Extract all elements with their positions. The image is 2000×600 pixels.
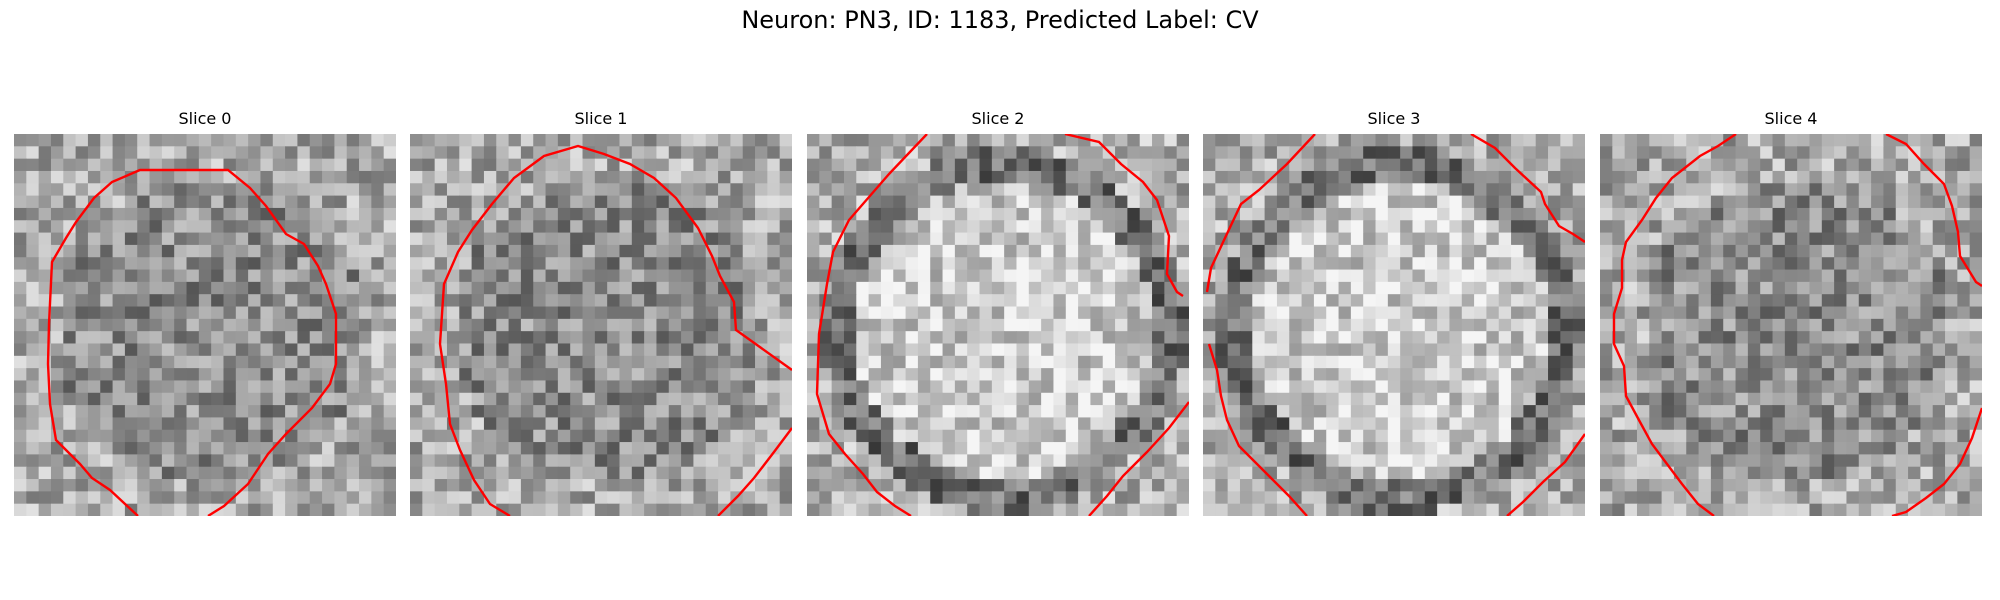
slice-1-canvas xyxy=(410,134,792,516)
slice-4-canvas xyxy=(1600,134,1982,516)
cell-contour-line xyxy=(1885,134,1982,287)
cell-contour-line xyxy=(438,144,792,516)
slice-title-4: Slice 4 xyxy=(1764,109,1818,128)
slice-panel-1: Slice 1 xyxy=(410,108,792,516)
slice-panel-3: Slice 3 xyxy=(1203,108,1585,516)
slice-title-2: Slice 2 xyxy=(971,109,1025,128)
cell-contour-line xyxy=(1612,134,1737,516)
cell-contour-line xyxy=(1205,134,1316,293)
slice-title-0: Slice 0 xyxy=(178,109,232,128)
slice-0-canvas xyxy=(14,134,396,516)
slice-image-2 xyxy=(807,134,1189,516)
slice-image-1 xyxy=(410,134,792,516)
cell-contour-line xyxy=(1064,134,1184,297)
figure-title: Neuron: PN3, ID: 1183, Predicted Label: … xyxy=(741,6,1259,34)
cell-contour-line xyxy=(1088,401,1189,516)
slice-panel-2: Slice 2 xyxy=(807,108,1189,516)
slice-image-3 xyxy=(1203,134,1585,516)
cell-contour-line xyxy=(46,168,338,516)
slice-panel-0: Slice 0 xyxy=(14,108,396,516)
cell-contour-line xyxy=(717,427,792,516)
slice-image-0 xyxy=(14,134,396,516)
slice-2-canvas xyxy=(807,134,1189,516)
slice-title-1: Slice 1 xyxy=(574,109,628,128)
slice-panel-4: Slice 4 xyxy=(1600,108,1982,516)
slice-3-canvas xyxy=(1203,134,1585,516)
cell-contour-line xyxy=(1891,407,1982,516)
cell-contour-line xyxy=(1470,134,1585,243)
slice-title-3: Slice 3 xyxy=(1367,109,1421,128)
cell-contour-line xyxy=(1506,433,1585,516)
cell-contour-line xyxy=(1207,343,1308,516)
cell-contour-line xyxy=(815,134,928,516)
slice-image-4 xyxy=(1600,134,1982,516)
